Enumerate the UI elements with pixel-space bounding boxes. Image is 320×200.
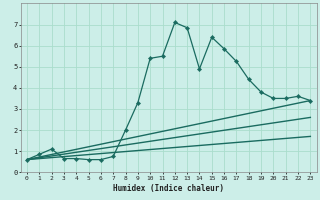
X-axis label: Humidex (Indice chaleur): Humidex (Indice chaleur): [113, 184, 224, 193]
